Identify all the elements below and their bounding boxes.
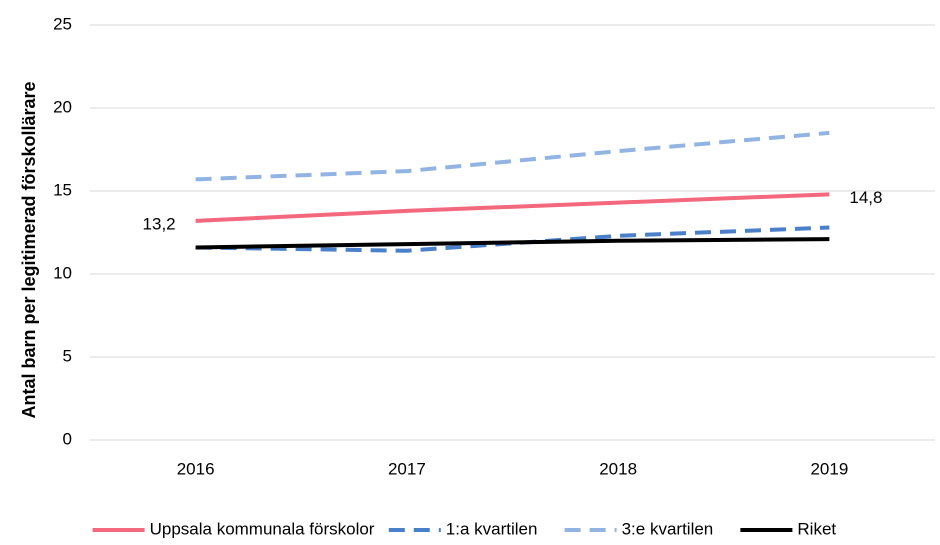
legend-label: 3:e kvartilen: [622, 519, 714, 538]
legend-label: 1:a kvartilen: [446, 519, 538, 538]
y-tick-label: 20: [53, 97, 72, 116]
legend-label: Riket: [797, 519, 836, 538]
y-tick-label: 15: [53, 180, 72, 199]
data-label: 14,8: [849, 188, 882, 207]
y-axis-label: Antal barn per legitimerad förskollärare: [19, 81, 39, 418]
legend-label: Uppsala kommunala förskolor: [150, 519, 375, 538]
y-tick-label: 0: [63, 429, 72, 448]
series-line: [195, 130, 830, 182]
y-tick-label: 5: [63, 346, 72, 365]
x-tick-label: 2016: [177, 459, 215, 478]
series-line: [195, 237, 830, 250]
x-tick-label: 2017: [388, 459, 426, 478]
x-tick-label: 2018: [599, 459, 637, 478]
y-tick-label: 10: [53, 263, 72, 282]
data-label: 13,2: [143, 214, 176, 233]
series-line: [195, 192, 830, 223]
y-tick-label: 25: [53, 14, 72, 33]
series-line: [195, 225, 830, 253]
x-tick-label: 2019: [810, 459, 848, 478]
